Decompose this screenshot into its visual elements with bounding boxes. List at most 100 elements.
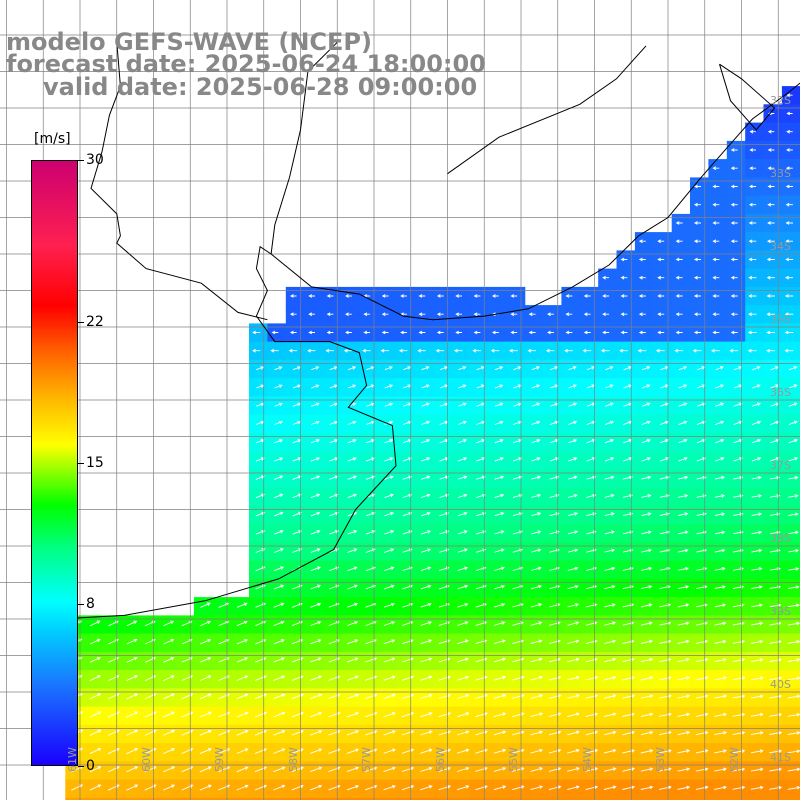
wind-arrow — [641, 603, 653, 608]
wind-arrow — [236, 602, 248, 608]
latitude-label: 40S — [770, 678, 791, 691]
wind-arrow — [788, 384, 798, 389]
wind-arrow — [620, 330, 628, 335]
wind-arrow — [365, 475, 376, 480]
wind-arrow — [564, 348, 573, 353]
wind-arrow — [384, 457, 394, 462]
wind-cell — [396, 761, 415, 781]
wind-arrow — [657, 239, 665, 244]
latitude-label: 37S — [770, 459, 791, 472]
wind-arrow — [567, 475, 578, 480]
wind-arrow — [346, 675, 359, 681]
latitude-label: 38S — [770, 532, 791, 545]
wind-arrow — [271, 330, 279, 335]
wind-cell — [138, 779, 158, 799]
wind-arrow — [274, 511, 284, 517]
wind-arrow — [89, 766, 102, 773]
wind-arrow — [126, 638, 138, 645]
wind-arrow — [769, 621, 782, 626]
wind-cell — [175, 797, 195, 800]
wind-arrow — [750, 731, 764, 736]
wind-arrow — [510, 294, 518, 298]
wind-arrow — [420, 675, 433, 681]
wind-arrow — [273, 784, 286, 791]
wind-arrow — [602, 275, 610, 280]
wind-cell — [432, 469, 452, 489]
wind-arrow — [733, 475, 744, 480]
wind-arrow — [712, 312, 720, 317]
wind-arrow — [274, 384, 283, 389]
wind-arrow — [512, 657, 525, 663]
wind-arrow — [619, 348, 628, 353]
wind-arrow — [712, 275, 720, 280]
wind-cell — [304, 469, 324, 489]
wind-cell — [506, 359, 526, 379]
wind-arrow — [494, 603, 506, 608]
wind-arrow — [567, 657, 580, 663]
wind-cell — [138, 724, 158, 744]
wind-arrow — [326, 294, 334, 298]
wind-arrow — [457, 530, 468, 535]
wind-arrow — [696, 494, 707, 498]
wind-arrow — [620, 312, 628, 317]
wind-arrow — [732, 621, 745, 626]
wind-arrow — [383, 693, 396, 700]
wind-arrow — [494, 438, 504, 444]
wind-arrow — [457, 602, 469, 608]
wind-arrow — [677, 676, 691, 681]
wind-arrow — [678, 438, 688, 444]
wind-arrow — [531, 512, 542, 517]
colorbar-tick-mark — [78, 604, 84, 606]
wind-arrow — [622, 767, 636, 772]
wind-arrow — [200, 620, 211, 627]
wind-cell — [230, 597, 250, 616]
coastline-segment — [447, 45, 647, 175]
wind-cell — [304, 505, 324, 525]
wind-arrow — [384, 548, 395, 553]
wind-arrow — [714, 530, 726, 535]
wind-arrow — [769, 676, 783, 681]
wind-arrow — [402, 475, 413, 480]
wind-arrow — [640, 749, 654, 754]
wind-cell — [212, 615, 232, 635]
wind-cell — [432, 542, 452, 562]
wind-arrow — [696, 475, 707, 480]
wind-cell — [304, 706, 324, 726]
wind-arrow — [640, 712, 654, 717]
wind-arrow — [677, 712, 691, 717]
wind-arrow — [604, 530, 616, 535]
wind-arrow — [346, 784, 360, 791]
wind-arrow — [398, 348, 408, 353]
wind-cell — [212, 651, 232, 671]
wind-cell — [267, 651, 287, 671]
wind-arrow — [548, 675, 562, 681]
wind-arrow — [714, 639, 727, 644]
wind-arrow — [769, 712, 783, 717]
wind-arrow — [714, 548, 726, 553]
wind-arrow — [585, 657, 599, 663]
wind-arrow — [401, 693, 415, 699]
wind-arrow — [458, 384, 467, 389]
wind-arrow — [585, 694, 599, 699]
wind-arrow — [788, 548, 800, 553]
wind-arrow — [457, 475, 468, 480]
wind-arrow — [748, 294, 757, 298]
wind-arrow — [255, 493, 266, 499]
wind-cell — [157, 724, 177, 744]
wind-arrow — [714, 767, 728, 772]
wind-arrow — [531, 366, 540, 371]
wind-arrow — [89, 656, 101, 663]
wind-arrow — [784, 294, 794, 298]
wind-cell — [561, 761, 581, 781]
wind-arrow — [512, 675, 525, 681]
wind-arrow — [493, 748, 507, 754]
wind-arrow — [512, 530, 524, 535]
wind-arrow — [126, 784, 139, 791]
wind-arrow — [715, 457, 725, 462]
wind-cell — [359, 505, 379, 525]
wind-cell — [561, 797, 581, 800]
wind-arrow — [380, 348, 389, 353]
wind-arrow — [309, 748, 323, 754]
wind-arrow — [531, 475, 542, 480]
